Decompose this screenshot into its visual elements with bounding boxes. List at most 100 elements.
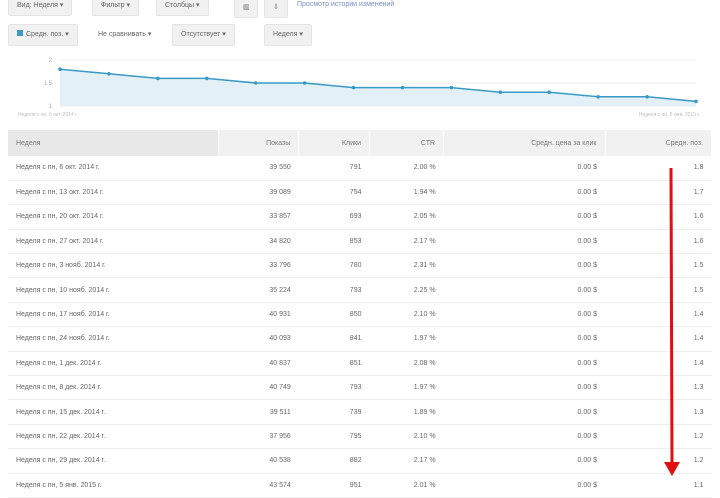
table-cell: 1.5 (605, 277, 712, 303)
table-cell: Неделя с пн, 10 нояб. 2014 г. (8, 277, 218, 303)
table-cell: Неделя с пн, 6 окт. 2014 г. (8, 156, 218, 181)
data-point[interactable] (156, 76, 160, 81)
y-tick-label: 1 (49, 104, 53, 110)
table-cell: Неделя с пн, 27 окт. 2014 г. (8, 229, 218, 255)
filter-dropdown[interactable]: Фильтр ▾ (92, 0, 139, 16)
table-cell: Неделя с пн, 17 нояб. 2014 г. (8, 302, 218, 328)
table-cell: 0.00 $ (443, 375, 605, 401)
period-dropdown[interactable]: Неделя ▾ (264, 24, 312, 46)
data-point[interactable] (694, 99, 698, 104)
table-cell: 35 224 (218, 277, 299, 303)
columns-dropdown[interactable]: Столбцы ▾ (156, 0, 209, 16)
table-cell: 841 (298, 326, 370, 352)
table-cell: 0.00 $ (443, 448, 605, 474)
table-cell: 851 (298, 351, 370, 377)
metric-dropdown[interactable]: Средн. поз. ▾ (8, 24, 78, 46)
table-cell: 2.31 % (369, 253, 444, 279)
table-cell: 40 837 (218, 351, 299, 377)
table-cell: 1.4 (605, 326, 712, 352)
compare-dropdown[interactable]: Не сравнивать ▾ (90, 26, 160, 46)
table-cell: 2.05 % (369, 204, 444, 230)
data-point[interactable] (645, 95, 649, 99)
table-cell: 853 (298, 229, 370, 255)
table-row: Неделя с пн, 8 дек. 2014 г. 40 749 793 1.97… (8, 375, 712, 401)
data-point[interactable] (302, 81, 307, 85)
position-chart: 2 1.5 1 Неделя с пн, 6 окт. 2014 г. Неделя с… (18, 58, 700, 118)
data-point[interactable] (58, 67, 62, 71)
segment-dropdown[interactable]: Отсутствует ▾ (172, 24, 235, 46)
table-cell: 0.00 $ (443, 351, 605, 377)
table-cell: 1.97 % (369, 326, 444, 352)
metric-label: Средн. поз. ▾ (26, 31, 69, 38)
table-cell: 2.10 % (369, 302, 444, 328)
table-cell: 795 (298, 424, 370, 450)
table-cell: 0.00 $ (443, 180, 605, 206)
table-cell: 754 (298, 180, 370, 206)
table-cell: Неделя с пн, 3 нояб. 2014 г. (8, 253, 218, 279)
table-cell: 780 (298, 253, 370, 279)
column-header[interactable]: Средн. цена за клик (443, 130, 606, 156)
table-cell: 1.89 % (369, 399, 444, 425)
table-cell: 2.25 % (369, 277, 444, 303)
table-cell: 40 749 (218, 375, 299, 401)
column-header[interactable]: Средн. поз. (605, 130, 712, 156)
table-cell: Неделя с пн, 22 дек. 2014 г. (8, 424, 218, 450)
table-cell: 850 (298, 302, 370, 328)
x-start-label: Неделя с пн, 6 окт. 2014 г. (18, 112, 78, 118)
table-cell: 693 (298, 204, 370, 230)
data-point[interactable] (351, 85, 356, 90)
table-cell: 1.4 (605, 351, 712, 377)
table-row: Неделя с пн, 29 дек. 2014 г. 40 538 882 2.1… (8, 448, 712, 474)
table-cell: 1.97 % (369, 375, 444, 401)
table-cell: 0.00 $ (443, 229, 605, 255)
table-cell: 0.00 $ (443, 302, 605, 328)
table-cell: Неделя с пн, 29 дек. 2014 г. (8, 448, 218, 474)
chart-icon[interactable]: ▥ (234, 0, 258, 18)
table-cell: 1.5 (605, 253, 712, 279)
table-cell: 39 089 (218, 180, 299, 206)
table-cell: 1.2 (605, 424, 712, 450)
table-cell: 1.94 % (369, 180, 444, 206)
data-point[interactable] (498, 90, 503, 94)
column-header[interactable]: CTR (369, 130, 445, 156)
data-point[interactable] (547, 90, 552, 94)
data-point[interactable] (253, 81, 258, 85)
table-cell: Неделя с пн, 13 окт. 2014 г. (8, 180, 218, 206)
table-cell: 40 538 (218, 448, 299, 474)
table-cell: 2.08 % (369, 351, 444, 377)
weekly-stats-table: Неделя Показы Клики CTR Средн. цена за клик С… (8, 130, 712, 498)
data-point[interactable] (204, 76, 209, 81)
download-icon[interactable]: ⇩ (264, 0, 288, 18)
data-point[interactable] (107, 72, 111, 76)
table-row: Неделя с пн, 6 окт. 2014 г. 39 550 791 2.00… (8, 156, 712, 181)
column-header[interactable]: Показы (218, 130, 300, 156)
data-point[interactable] (449, 85, 454, 90)
table-cell: 2.10 % (369, 424, 444, 450)
data-point[interactable] (596, 95, 600, 99)
column-header[interactable]: Клики (298, 130, 370, 156)
arrow-head (664, 462, 680, 476)
view-dropdown[interactable]: Вид: Неделя ▾ (8, 0, 73, 16)
table-cell: 1.6 (605, 229, 712, 255)
change-history-link[interactable]: Просмотр истории изменений (297, 1, 395, 8)
table-cell: Неделя с пн, 15 дек. 2014 г. (8, 399, 218, 425)
column-header[interactable]: Неделя (8, 130, 219, 156)
table-cell: 791 (298, 156, 370, 181)
table-cell: 0.00 $ (443, 156, 605, 181)
arrow-shaft (669, 167, 674, 466)
table-row: Неделя с пн, 3 нояб. 2014 г. 33 796 780 2.3… (8, 253, 712, 279)
y-tick-label: 2 (49, 58, 53, 64)
data-point[interactable] (400, 85, 405, 90)
table-cell: 1.8 (605, 156, 712, 181)
table-cell: 39 550 (218, 156, 299, 181)
table-row: Неделя с пн, 10 нояб. 2014 г. 35 224 793 2.… (8, 277, 712, 303)
x-end-label: Неделя с пн, 5 янв. 2015 г. (639, 112, 700, 118)
table-row: Неделя с пн, 15 дек. 2014 г. 39 511 739 1.8… (8, 399, 712, 425)
table-cell: 739 (298, 399, 370, 425)
table-cell: 0.00 $ (443, 277, 605, 303)
table-cell: 39 511 (218, 399, 299, 425)
table-cell: 34 820 (218, 229, 299, 255)
table-cell: 1.7 (605, 180, 712, 206)
table-cell: 1.3 (605, 399, 712, 425)
table-cell: 33 857 (218, 204, 299, 230)
